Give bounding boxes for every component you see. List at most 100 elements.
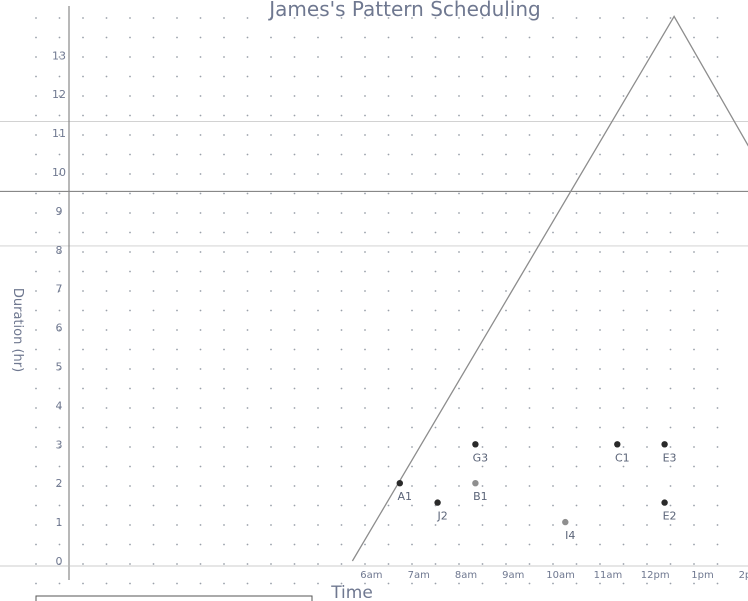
grid-dot <box>293 173 296 175</box>
grid-dot <box>716 231 719 234</box>
grid-dot <box>622 309 625 312</box>
grid-dot <box>82 329 84 331</box>
grid-dot <box>528 543 531 546</box>
grid-dot <box>270 153 272 156</box>
grid-dot <box>646 407 648 409</box>
grid-dot <box>105 543 108 546</box>
grid-dot <box>246 485 249 487</box>
y-tick-label: 8 <box>56 244 63 257</box>
grid-dot <box>552 582 554 585</box>
grid-dot <box>528 36 531 39</box>
grid-dot <box>458 465 460 468</box>
grid-dot <box>505 153 507 156</box>
grid-dot <box>293 75 296 78</box>
grid-dot <box>411 426 413 429</box>
grid-dot <box>669 465 672 468</box>
grid-dot <box>528 309 531 312</box>
grid-dot <box>35 329 37 331</box>
grid-dot <box>58 270 61 273</box>
grid-dot <box>223 563 225 565</box>
grid-dot <box>58 251 61 253</box>
grid-dot <box>481 446 484 448</box>
grid-dot <box>364 173 366 175</box>
grid-dot <box>35 114 37 117</box>
grid-dot <box>716 212 719 214</box>
grid-dot <box>669 426 672 429</box>
grid-dot <box>82 524 84 526</box>
grid-dot <box>575 192 578 195</box>
grid-dot <box>693 270 695 273</box>
grid-dot <box>646 465 648 468</box>
grid-dot <box>669 563 672 565</box>
data-point <box>434 499 441 506</box>
grid-dot <box>575 134 578 136</box>
grid-dot <box>622 465 625 468</box>
grid-dot <box>293 212 296 214</box>
point-label: C1 <box>615 451 630 464</box>
grid-dot <box>317 446 319 448</box>
grid-dot <box>317 212 319 214</box>
grid-dot <box>575 368 578 370</box>
grid-dot <box>575 524 578 526</box>
grid-dot <box>176 407 178 409</box>
grid-dot <box>317 485 319 487</box>
grid-dot <box>646 504 648 507</box>
grid-dot <box>505 407 507 409</box>
grid-dot <box>387 485 390 487</box>
grid-dot <box>293 309 296 312</box>
grid-dot <box>105 309 108 312</box>
grid-dot <box>270 582 272 585</box>
grid-dot <box>411 231 413 234</box>
grid-dot <box>434 36 437 39</box>
grid-dot <box>481 251 484 253</box>
grid-dot <box>293 36 296 39</box>
grid-dot <box>176 387 178 390</box>
grid-dot <box>152 36 155 39</box>
y-tick-label: 6 <box>56 322 63 335</box>
grid-dot <box>340 387 343 390</box>
grid-dot <box>458 192 460 195</box>
point-label: E2 <box>663 510 677 523</box>
grid-dot <box>387 17 390 19</box>
grid-dot <box>434 465 437 468</box>
grid-dot <box>293 465 296 468</box>
grid-dot <box>434 582 437 585</box>
grid-dot <box>552 387 554 390</box>
grid-dot <box>270 524 272 526</box>
grid-dot <box>528 465 531 468</box>
grid-dot <box>411 36 413 39</box>
grid-dot <box>622 582 625 585</box>
grid-dot <box>270 270 272 273</box>
grid-dot <box>223 212 225 214</box>
grid-dot <box>82 231 84 234</box>
grid-dot <box>246 329 249 331</box>
grid-dot <box>246 212 249 214</box>
grid-dot <box>105 192 108 195</box>
grid-dot <box>58 231 61 234</box>
grid-dot <box>505 134 507 136</box>
grid-dot <box>505 251 507 253</box>
y-tick-label: 12 <box>52 88 66 101</box>
grid-dot <box>317 75 319 78</box>
grid-dot <box>176 504 178 507</box>
grid-dot <box>669 329 672 331</box>
grid-dot <box>364 134 366 136</box>
grid-dot <box>387 173 390 175</box>
grid-dot <box>458 212 460 214</box>
grid-dot <box>434 114 437 117</box>
grid-dot <box>411 348 413 351</box>
grid-dot <box>35 251 37 253</box>
grid-dot <box>528 290 531 292</box>
grid-dot <box>552 504 554 507</box>
grid-dot <box>58 173 61 175</box>
grid-dot <box>270 426 272 429</box>
grid-dot <box>434 563 437 565</box>
grid-dot <box>105 114 108 117</box>
grid-dot <box>458 251 460 253</box>
grid-dot <box>199 563 202 565</box>
grid-dot <box>129 543 131 546</box>
grid-dot <box>716 309 719 312</box>
grid-dot <box>246 290 249 292</box>
grid-dot <box>58 95 61 97</box>
grid-dot <box>129 582 131 585</box>
